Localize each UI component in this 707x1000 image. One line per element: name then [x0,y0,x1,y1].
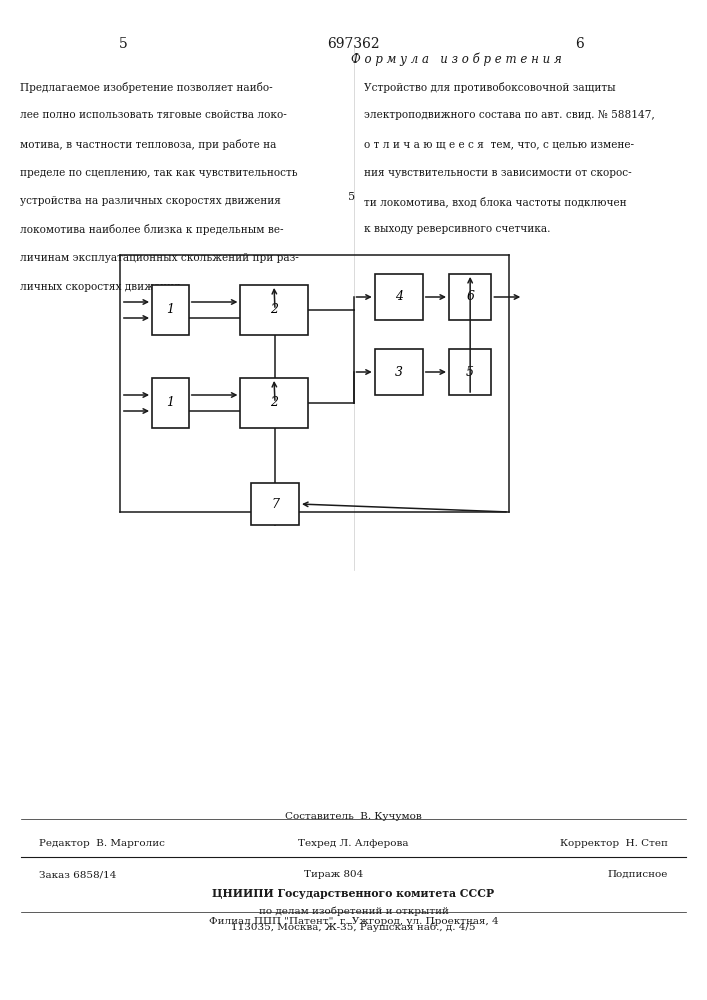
Text: личных скоростях движения.: личных скоростях движения. [20,282,184,292]
Text: ния чувствительности в зависимости от скорос-: ния чувствительности в зависимости от ск… [364,167,632,178]
Text: локомотива наиболее близка к предельным ве-: локомотива наиболее близка к предельным … [20,224,284,235]
Text: 5: 5 [119,37,128,51]
Text: Филиал ППП "Патент", г. Ужгород, ул. Проектная, 4: Филиал ППП "Патент", г. Ужгород, ул. Про… [209,917,498,926]
Text: 2: 2 [270,303,278,316]
Text: 6: 6 [575,37,584,51]
Text: ЦНИИПИ Государственного комитета СССР: ЦНИИПИ Государственного комитета СССР [212,888,495,899]
Text: электроподвижного состава по авт. свид. № 588147,: электроподвижного состава по авт. свид. … [364,110,655,120]
Text: 697362: 697362 [327,37,380,51]
Bar [449,349,491,395]
Text: к выходу реверсивного счетчика.: к выходу реверсивного счетчика. [364,224,551,234]
Text: пределе по сцеплению, так как чувствительность: пределе по сцеплению, так как чувствител… [20,167,298,178]
Text: ти локомотива, вход блока частоты подключен: ти локомотива, вход блока частоты подклю… [364,196,626,207]
Text: Редактор  В. Марголис: Редактор В. Марголис [39,840,165,848]
Text: Техред Л. Алферова: Техред Л. Алферова [298,840,409,848]
Text: 5: 5 [348,192,355,202]
Text: Устройство для противобоксовочной защиты: Устройство для противобоксовочной защиты [364,82,616,93]
Bar [240,378,308,428]
Text: Заказ 6858/14: Заказ 6858/14 [39,870,116,879]
Bar [375,274,423,320]
Bar [375,349,423,395]
Text: Подписное: Подписное [608,870,668,879]
Text: 3: 3 [395,365,403,378]
Bar [152,285,189,335]
Text: 5: 5 [466,365,474,378]
Text: по делам изобретений и открытий: по делам изобретений и открытий [259,906,448,916]
Text: Корректор  Н. Степ: Корректор Н. Степ [560,840,668,848]
Text: 4: 4 [395,290,403,303]
Text: устройства на различных скоростях движения: устройства на различных скоростях движен… [20,196,281,206]
Text: Тираж 804: Тираж 804 [304,870,363,879]
Text: 1: 1 [166,303,175,316]
Bar [240,285,308,335]
Text: Предлагаемое изобретение позволяет наибо-: Предлагаемое изобретение позволяет наибо… [20,82,272,93]
Text: мотива, в частности тепловоза, при работе на: мотива, в частности тепловоза, при работ… [20,139,276,150]
Bar [449,274,491,320]
Text: лее полно использовать тяговые свойства локо-: лее полно использовать тяговые свойства … [20,110,286,120]
Bar [152,378,189,428]
Bar [251,483,299,525]
Text: 113035, Москва, Ж-35, Раушская наб., д. 4/5: 113035, Москва, Ж-35, Раушская наб., д. … [231,922,476,932]
Text: 6: 6 [466,290,474,303]
Text: 1: 1 [166,396,175,410]
Text: Ф о р м у л а   и з о б р е т е н и я: Ф о р м у л а и з о б р е т е н и я [351,52,561,66]
Text: 7: 7 [271,497,279,510]
Text: 2: 2 [270,396,278,410]
Text: Составитель  В. Кучумов: Составитель В. Кучумов [285,812,422,821]
Text: личинам эксплуатационных скольжений при раз-: личинам эксплуатационных скольжений при … [20,253,298,263]
Text: о т л и ч а ю щ е е с я  тем, что, с целью измене-: о т л и ч а ю щ е е с я тем, что, с цель… [364,139,634,149]
